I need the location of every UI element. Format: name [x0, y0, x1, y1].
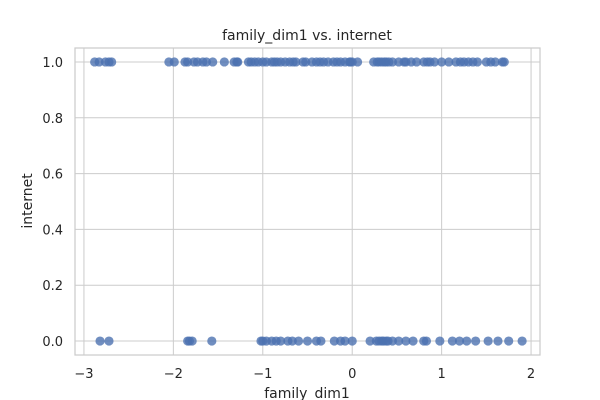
data-point [471, 336, 481, 346]
data-point [394, 336, 404, 346]
data-point [504, 336, 514, 346]
y-tick-label: 0.4 [42, 223, 63, 238]
grid-lines [75, 48, 540, 355]
y-tick-label: 0.8 [42, 112, 63, 127]
x-axis-label: family_dim1 [264, 386, 350, 400]
y-tick-label: 0.2 [42, 279, 63, 294]
data-point [276, 336, 286, 346]
data-points [90, 57, 527, 346]
x-tick-label: −2 [164, 367, 183, 382]
data-point [401, 336, 411, 346]
y-tick-label: 1.0 [42, 56, 63, 71]
data-point [316, 336, 326, 346]
data-point [291, 57, 301, 67]
data-point [490, 57, 500, 67]
data-point [454, 336, 465, 346]
data-point [408, 336, 418, 346]
data-point [95, 336, 105, 346]
tick-labels: −3 −2 −1 0 1 2 0.0 0.2 0.4 0.6 0.8 1.0 [42, 56, 535, 382]
x-tick-label: 0 [348, 367, 356, 382]
data-point [208, 57, 218, 67]
data-point [207, 336, 217, 346]
data-point [483, 336, 493, 346]
x-tick-label: −3 [74, 367, 93, 382]
data-point [107, 57, 117, 67]
data-point [462, 336, 472, 346]
data-point [447, 336, 457, 346]
data-point [340, 336, 350, 346]
data-point [187, 336, 197, 346]
data-point [302, 336, 313, 346]
y-tick-label: 0.6 [42, 168, 63, 183]
data-point [347, 336, 357, 346]
x-tick-label: −1 [253, 367, 272, 382]
plot-frame [74, 47, 541, 356]
chart-title: family_dim1 vs. internet [222, 28, 392, 44]
data-point [233, 57, 243, 67]
data-point [169, 57, 179, 67]
data-point [472, 57, 483, 67]
data-point [352, 57, 363, 67]
data-point [493, 336, 503, 346]
y-tick-label: 0.0 [42, 335, 63, 350]
data-point [104, 336, 114, 346]
x-tick-label: 1 [437, 367, 445, 382]
y-axis-label: internet [20, 173, 36, 229]
data-point [429, 57, 440, 67]
data-point [411, 57, 422, 67]
data-point [293, 336, 304, 346]
data-point [437, 57, 447, 67]
data-point [444, 57, 454, 67]
data-point [499, 57, 509, 67]
data-point [219, 57, 229, 67]
data-point [435, 336, 445, 346]
data-point [517, 336, 527, 346]
data-point [421, 336, 432, 346]
x-tick-label: 2 [527, 367, 535, 382]
